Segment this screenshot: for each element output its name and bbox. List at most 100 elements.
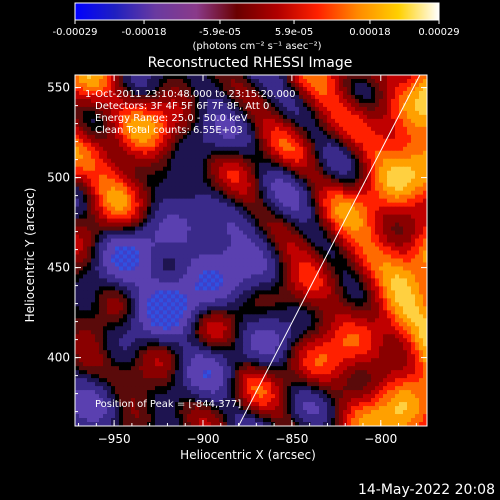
heatmap-cell	[103, 230, 108, 236]
heatmap-cell	[131, 294, 136, 299]
heatmap-cell	[311, 94, 316, 100]
heatmap-cell	[295, 130, 300, 136]
heatmap-cell	[327, 166, 332, 172]
heatmap-cell	[355, 158, 360, 164]
heatmap-cell	[191, 170, 196, 176]
heatmap-cell	[283, 258, 288, 264]
heatmap-cell	[387, 206, 392, 212]
heatmap-cell	[335, 98, 340, 104]
heatmap-cell	[191, 226, 196, 232]
heatmap-cell	[343, 170, 348, 176]
heatmap-cell	[91, 86, 96, 92]
heatmap-cell	[339, 222, 344, 228]
heatmap-cell	[75, 86, 80, 92]
heatmap-cell	[203, 190, 208, 196]
heatmap-cell	[231, 206, 236, 212]
heatmap-cell	[111, 194, 116, 200]
heatmap-cell	[163, 286, 168, 291]
heatmap-cell	[415, 142, 420, 148]
heatmap-cell	[395, 194, 400, 200]
heatmap-cell	[299, 190, 304, 196]
heatmap-cell	[163, 158, 168, 164]
heatmap-cell	[183, 114, 188, 120]
heatmap-cell	[183, 146, 188, 152]
heatmap-cell	[303, 118, 308, 124]
heatmap-cell	[311, 126, 316, 132]
heatmap-cell	[123, 110, 128, 116]
heatmap-cell	[207, 230, 212, 236]
heatmap-cell	[303, 182, 308, 188]
heatmap-cell	[75, 210, 80, 216]
heatmap-cell	[107, 278, 112, 284]
heatmap-cell	[423, 222, 427, 228]
heatmap-cell	[303, 166, 308, 172]
heatmap-cell	[323, 98, 328, 104]
heatmap-cell	[387, 110, 392, 116]
heatmap-cell	[231, 214, 236, 220]
heatmap-cell	[207, 86, 212, 92]
heatmap-cell	[119, 142, 124, 148]
heatmap-cell	[291, 250, 296, 256]
heatmap-cell	[351, 218, 356, 224]
heatmap-cell	[255, 206, 260, 212]
heatmap-cell	[167, 274, 172, 280]
heatmap-cell	[319, 158, 324, 164]
heatmap-cell	[87, 282, 92, 287]
heatmap-cell	[179, 194, 184, 200]
heatmap-cell	[271, 238, 276, 244]
heatmap-cell	[263, 102, 268, 108]
heatmap-cell	[331, 214, 336, 220]
heatmap-cell	[223, 142, 228, 148]
heatmap-cell	[399, 75, 404, 80]
heatmap-cell	[151, 238, 156, 244]
heatmap-cell	[283, 214, 288, 220]
heatmap-cell	[335, 158, 340, 164]
heatmap-cell	[195, 210, 200, 216]
heatmap-cell	[383, 286, 388, 291]
heatmap-cell	[359, 82, 364, 88]
heatmap-cell	[411, 134, 416, 140]
heatmap-cell	[123, 162, 128, 168]
heatmap-cell	[127, 262, 132, 268]
heatmap-cell	[147, 82, 152, 88]
heatmap-cell	[115, 114, 120, 120]
heatmap-cell	[159, 170, 164, 176]
heatmap-cell	[387, 122, 392, 128]
heatmap-cell	[375, 194, 380, 200]
heatmap-cell	[307, 90, 312, 96]
heatmap-cell	[415, 226, 420, 232]
heatmap-cell	[343, 94, 348, 100]
heatmap-cell	[395, 218, 400, 224]
heatmap-cell	[91, 78, 96, 84]
heatmap-cell	[347, 146, 352, 152]
heatmap-cell	[359, 102, 364, 108]
heatmap-cell	[279, 246, 284, 252]
heatmap-cell	[235, 222, 240, 228]
heatmap-cell	[171, 262, 176, 268]
heatmap-cell	[179, 75, 184, 80]
heatmap-cell	[187, 75, 192, 80]
heatmap-cell	[187, 126, 192, 132]
heatmap-cell	[175, 206, 180, 212]
heatmap-cell	[191, 178, 196, 184]
heatmap-cell	[403, 282, 408, 287]
heatmap-cell	[115, 194, 120, 200]
heatmap-cell	[415, 294, 420, 299]
heatmap-cell	[215, 174, 220, 180]
heatmap-cell	[167, 90, 172, 96]
heatmap-cell	[275, 294, 280, 299]
heatmap-cell	[223, 146, 228, 152]
heatmap-cell	[103, 206, 108, 212]
heatmap-cell	[143, 98, 148, 104]
heatmap-cell	[383, 258, 388, 264]
heatmap-cell	[351, 158, 356, 164]
heatmap-cell	[163, 254, 168, 260]
heatmap-cell	[191, 102, 196, 108]
heatmap-cell	[155, 158, 160, 164]
heatmap-cell	[107, 118, 112, 124]
heatmap-cell	[403, 158, 408, 164]
heatmap-cell	[339, 190, 344, 196]
heatmap-cell	[363, 78, 368, 84]
heatmap-cell	[131, 174, 136, 180]
heatmap-cell	[167, 154, 172, 160]
